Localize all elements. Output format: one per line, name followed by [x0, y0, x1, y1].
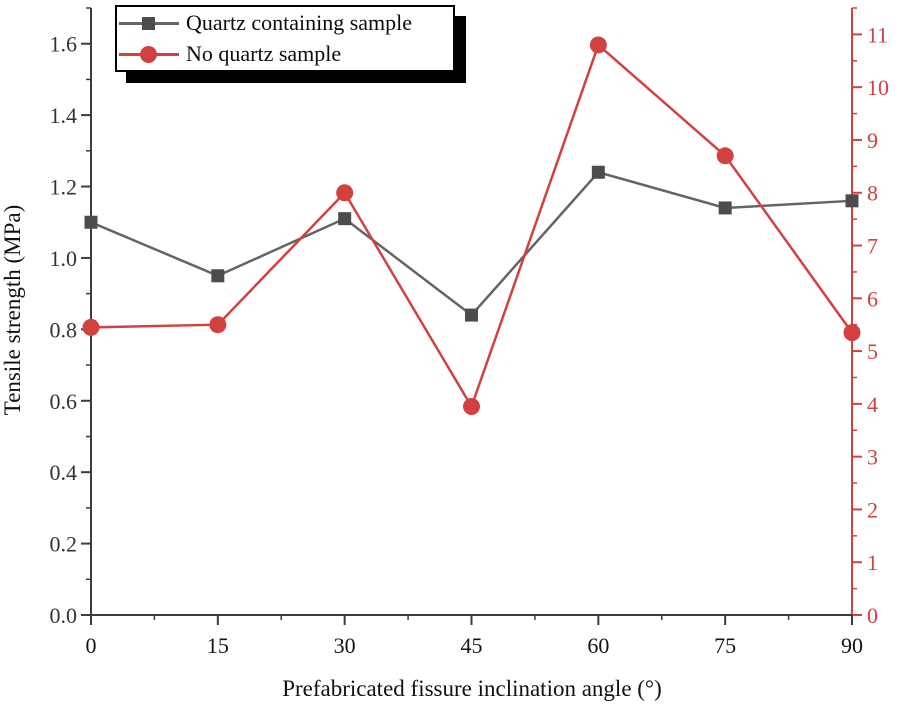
series-line	[90, 42, 854, 410]
right-tick-label: 11	[867, 22, 888, 47]
legend-square-marker-icon	[119, 14, 179, 32]
data-point-circle	[463, 398, 480, 416]
right-tick-label: 7	[867, 234, 878, 259]
legend-item-no-quartz-sample: No quartz sample	[117, 39, 453, 70]
legend-item-quartz-containing-sample: Quartz containing sample	[117, 7, 453, 38]
right-tick-label: 8	[867, 181, 878, 206]
left-tick-label: 0.0	[50, 603, 78, 628]
data-point-circle	[589, 36, 607, 54]
data-point-circle	[843, 324, 861, 342]
x-tick-label: 30	[334, 633, 356, 658]
left-tick-label: 0.2	[50, 532, 78, 557]
data-point-square	[718, 201, 732, 215]
data-point-square	[211, 269, 225, 283]
left-tick-label: 0.4	[50, 460, 78, 485]
right-tick-label: 10	[867, 75, 889, 100]
right-tick-label: 4	[867, 392, 878, 417]
series-0-quartz	[84, 165, 859, 322]
left-tick-label: 1.4	[50, 103, 78, 128]
right-tick-label: 3	[867, 445, 878, 470]
data-point-square	[338, 212, 352, 226]
data-point-square	[591, 165, 605, 179]
x-tick-label: 75	[714, 633, 736, 658]
right-tick-label: 0	[867, 603, 878, 628]
legend-label: No quartz sample	[186, 41, 342, 67]
x-axis-title: Prefabricated fissure inclination angle …	[282, 676, 662, 701]
x-tick-label: 0	[86, 633, 97, 658]
data-point-square	[845, 194, 859, 208]
right-tick-label: 9	[867, 128, 878, 153]
right-tick-label: 6	[867, 286, 878, 311]
right-tick-label: 1	[867, 550, 878, 575]
data-point-square	[84, 215, 98, 229]
series-line	[90, 170, 853, 317]
x-tick-label: 45	[461, 633, 483, 658]
right-tick-label: 5	[867, 339, 878, 364]
left-tick-label: 0.6	[50, 389, 78, 414]
data-point-square	[465, 308, 478, 322]
data-point-circle	[82, 318, 100, 336]
right-tick-label: 2	[867, 497, 878, 522]
x-tick-label: 15	[207, 633, 229, 658]
legend-label: Quartz containing sample	[186, 9, 413, 35]
x-tick-label: 60	[587, 633, 609, 658]
x-tick-label: 90	[841, 633, 863, 658]
legend-circle-marker-icon	[119, 45, 179, 64]
left-tick-label: 1.2	[50, 175, 78, 200]
series-1-no-quartz	[82, 36, 861, 416]
legend: Quartz containing sample No quartz sampl…	[115, 5, 455, 72]
data-point-circle	[336, 184, 354, 202]
left-tick-label: 0.8	[50, 317, 78, 342]
axis-ticks: 0.00.20.40.60.81.01.21.41.60123456789101…	[50, 7, 889, 658]
data-point-circle	[716, 147, 734, 165]
left-tick-label: 1.0	[50, 246, 78, 271]
data-point-circle	[209, 316, 227, 334]
left-tick-label: 1.6	[50, 32, 78, 57]
